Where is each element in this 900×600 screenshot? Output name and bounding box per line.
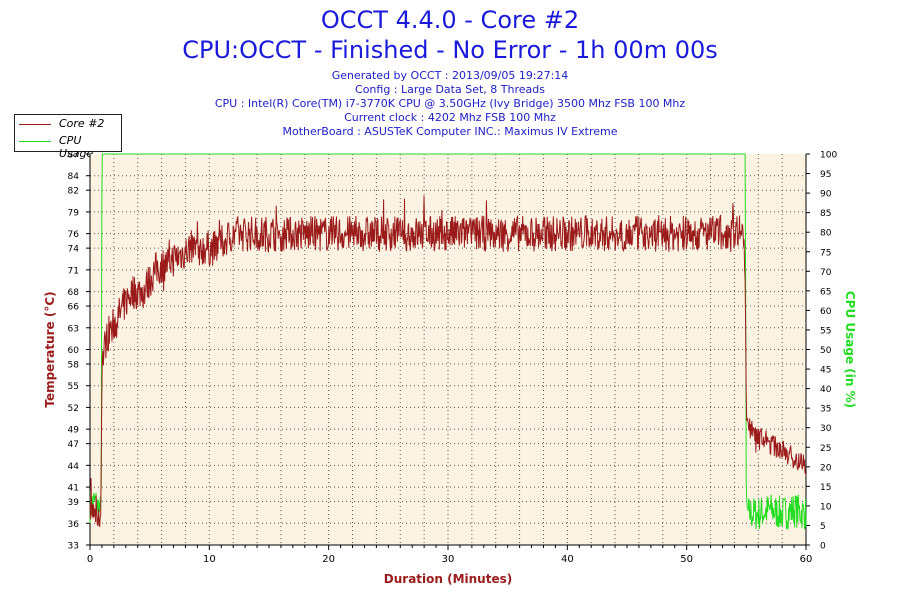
y-right-tick-label: 30: [820, 424, 832, 434]
y-right-tick-label: 35: [820, 405, 831, 415]
y-right-tick-label: 75: [820, 248, 831, 258]
info-generated: Generated by OCCT : 2013/09/05 19:27:14: [331, 69, 569, 82]
x-tick-label: 50: [680, 554, 693, 565]
legend-swatch-core2: [19, 124, 51, 125]
y-left-tick-label: 82: [68, 187, 79, 197]
x-tick-label: 0: [87, 554, 93, 565]
chart-legend: Core #2 CPU Usage: [14, 114, 122, 160]
y-left-axis-title: Temperature (°C): [43, 291, 57, 407]
x-axis-title: Duration (Minutes): [384, 572, 512, 586]
x-tick-label: 60: [800, 554, 813, 565]
y-right-tick-label: 10: [820, 502, 832, 512]
x-tick-label: 40: [561, 554, 574, 565]
info-cpu: CPU : Intel(R) Core(TM) i7-3770K CPU @ 3…: [214, 97, 686, 110]
y-left-tick-label: 36: [68, 520, 80, 530]
y-right-axis-title: CPU Usage (in %): [843, 291, 857, 408]
y-left-tick-label: 39: [68, 498, 80, 508]
y-right-tick-label: 95: [820, 170, 831, 180]
y-right-tick-label: 65: [820, 287, 831, 297]
y-left-tick-label: 49: [68, 426, 80, 436]
legend-label-core2: Core #2: [59, 117, 105, 130]
y-left-tick-label: 47: [68, 440, 79, 450]
y-left-tick-label: 76: [68, 230, 80, 240]
y-right-tick-label: 40: [820, 385, 832, 395]
y-left-tick-label: 33: [68, 542, 79, 552]
y-left-tick-label: 55: [68, 382, 79, 392]
legend-swatch-cpu-usage: [19, 141, 51, 142]
legend-item-core2: Core #2: [19, 116, 119, 132]
x-tick-label: 20: [322, 554, 335, 565]
y-left-tick-label: 60: [68, 346, 80, 356]
info-motherboard: MotherBoard : ASUSTeK Computer INC.: Max…: [282, 125, 618, 138]
y-right-tick-label: 5: [820, 522, 826, 532]
y-left-tick-label: 71: [68, 266, 79, 276]
y-right-tick-label: 45: [820, 366, 831, 376]
y-right-tick-label: 60: [820, 307, 832, 317]
chart-title: OCCT 4.4.0 - Core #2: [320, 6, 580, 34]
y-right-tick-label: 85: [820, 209, 831, 219]
x-tick-label: 30: [442, 554, 455, 565]
y-left-tick-label: 52: [68, 404, 79, 414]
y-left-tick-label: 84: [68, 172, 80, 182]
legend-label-cpu-usage: CPU Usage: [59, 134, 94, 160]
info-config: Config : Large Data Set, 8 Threads: [355, 83, 545, 96]
y-left-tick-label: 79: [68, 208, 80, 218]
y-right-tick-label: 100: [820, 151, 837, 161]
y-right-tick-label: 90: [820, 190, 832, 200]
y-right-tick-label: 70: [820, 268, 832, 278]
y-right-tick-label: 80: [820, 229, 832, 239]
y-left-tick-label: 74: [68, 245, 80, 255]
y-left-tick-label: 66: [68, 303, 80, 313]
y-left-tick-label: 63: [68, 324, 79, 334]
y-right-tick-label: 50: [820, 346, 832, 356]
legend-item-cpu-usage: CPU Usage: [19, 133, 119, 160]
series-line-core2: [89, 195, 807, 528]
y-right-tick-label: 20: [820, 463, 832, 473]
chart-subtitle: CPU:OCCT - Finished - No Error - 1h 00m …: [182, 36, 718, 64]
y-left-tick-label: 68: [68, 288, 80, 298]
y-left-tick-label: 41: [68, 484, 79, 494]
y-left-tick-label: 87: [68, 151, 79, 161]
y-right-tick-label: 55: [820, 326, 831, 336]
series-line-cpu-usage: [89, 153, 807, 530]
y-left-tick-label: 44: [68, 462, 80, 472]
info-clock: Current clock : 4202 Mhz FSB 100 Mhz: [344, 111, 556, 124]
y-right-tick-label: 15: [820, 483, 831, 493]
y-right-tick-label: 0: [820, 542, 826, 552]
x-tick-label: 10: [203, 554, 216, 565]
y-right-tick-label: 25: [820, 444, 831, 454]
y-left-tick-label: 58: [68, 360, 80, 370]
